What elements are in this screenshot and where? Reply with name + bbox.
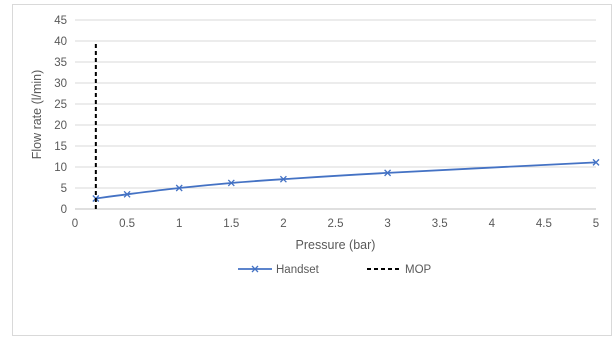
line-chart: 0 5 10 15 20 25 30 35 40 45 0 0.5 1 1.5 2 2.5 3 3.5 4 4.5 5… bbox=[30, 15, 600, 276]
x-axis-title: Pressure (bar) bbox=[296, 238, 376, 252]
x-tick-label: 1.5 bbox=[223, 218, 239, 230]
x-axis-ticks: 0 0.5 1 1.5 2 2.5 3 3.5 4 4.5 5 bbox=[72, 218, 599, 230]
legend-item-mop: MOP bbox=[367, 264, 432, 276]
y-axis-title: Flow rate (l/min) bbox=[30, 70, 44, 160]
data-point-marker bbox=[227, 179, 235, 187]
y-tick-label: 40 bbox=[54, 36, 67, 48]
y-tick-label: 35 bbox=[54, 57, 67, 69]
data-point-marker bbox=[123, 190, 131, 198]
data-point-marker bbox=[592, 158, 600, 166]
x-tick-label: 5 bbox=[593, 218, 599, 230]
series-group bbox=[92, 41, 600, 209]
chart-frame: 0 5 10 15 20 25 30 35 40 45 0 0.5 1 1.5 2 2.5 3 3.5 4 4.5 5… bbox=[12, 4, 612, 336]
legend: Handset MOP bbox=[238, 264, 432, 276]
y-tick-label: 10 bbox=[54, 162, 67, 174]
y-tick-label: 0 bbox=[61, 204, 67, 216]
y-tick-label: 25 bbox=[54, 99, 67, 111]
legend-label: Handset bbox=[276, 264, 320, 276]
x-tick-label: 4.5 bbox=[536, 218, 552, 230]
x-tick-label: 1 bbox=[176, 218, 182, 230]
data-point-marker bbox=[279, 175, 287, 183]
y-tick-label: 20 bbox=[54, 120, 67, 132]
y-axis-ticks: 0 5 10 15 20 25 30 35 40 45 bbox=[54, 15, 67, 216]
y-tick-label: 30 bbox=[54, 78, 67, 90]
x-tick-label: 0.5 bbox=[119, 218, 135, 230]
x-tick-label: 2 bbox=[280, 218, 286, 230]
x-tick-label: 4 bbox=[489, 218, 496, 230]
x-tick-label: 3.5 bbox=[432, 218, 448, 230]
y-tick-label: 15 bbox=[54, 141, 67, 153]
data-point-marker bbox=[384, 169, 392, 177]
x-tick-label: 2.5 bbox=[328, 218, 344, 230]
legend-label: MOP bbox=[405, 264, 432, 276]
legend-item-handset: Handset bbox=[238, 264, 320, 276]
y-tick-label: 5 bbox=[61, 183, 67, 195]
series-line-handset bbox=[95, 161, 597, 200]
y-tick-label: 45 bbox=[54, 15, 67, 27]
x-tick-label: 0 bbox=[72, 218, 78, 230]
data-point-marker bbox=[175, 184, 183, 192]
x-tick-label: 3 bbox=[384, 218, 390, 230]
gridlines bbox=[75, 19, 596, 189]
